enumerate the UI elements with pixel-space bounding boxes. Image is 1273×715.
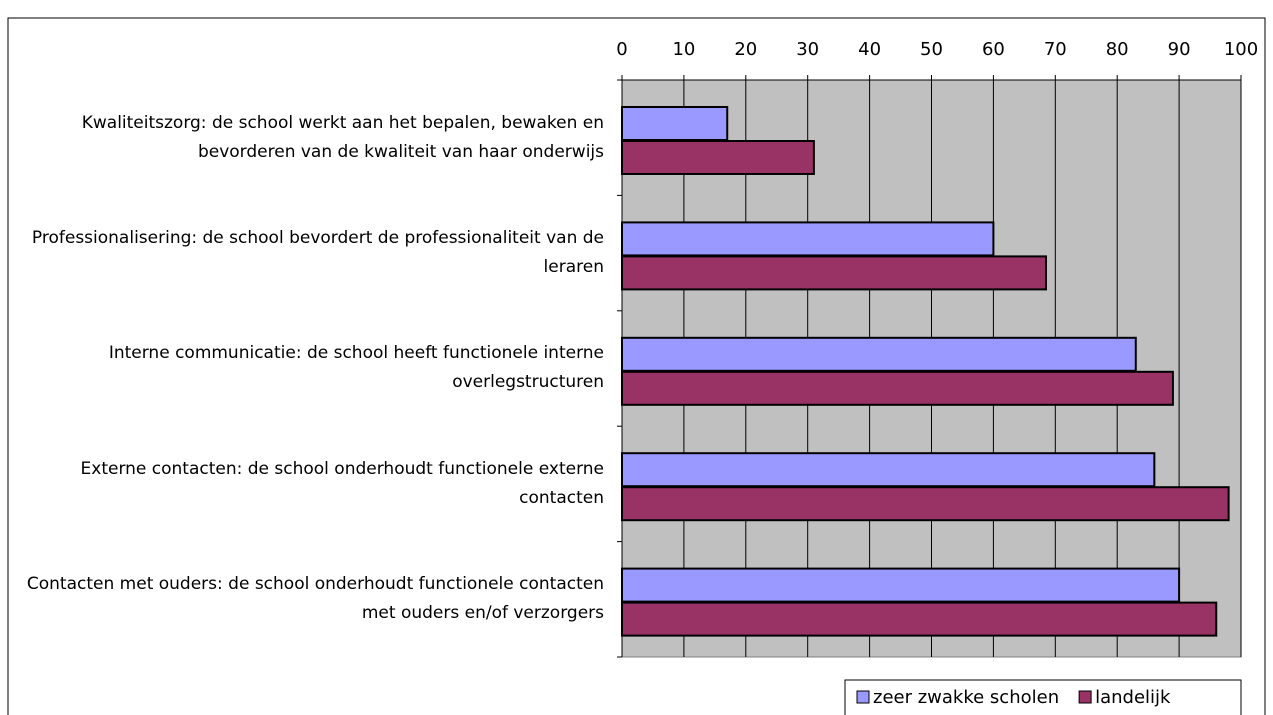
x-tick-label: 0 bbox=[616, 39, 627, 60]
x-tick-label: 80 bbox=[1106, 39, 1129, 60]
x-tick-label: 60 bbox=[982, 39, 1005, 60]
bar bbox=[621, 255, 1048, 291]
category-label: Interne communicatie: de school heeft fu… bbox=[108, 343, 604, 393]
x-tick-label: 90 bbox=[1168, 39, 1191, 60]
x-tick-label: 70 bbox=[1044, 39, 1067, 60]
legend-label: landelijk bbox=[1095, 687, 1171, 708]
bar bbox=[621, 452, 1156, 488]
bar bbox=[621, 221, 995, 257]
bar bbox=[621, 567, 1181, 603]
chart-border bbox=[7, 17, 1266, 715]
bar bbox=[621, 140, 815, 175]
bar bbox=[621, 336, 1137, 372]
x-tick-label: 50 bbox=[920, 39, 943, 60]
legend-box bbox=[844, 679, 1242, 715]
bar bbox=[621, 601, 1218, 637]
x-tick-label: 10 bbox=[672, 39, 695, 60]
x-tick-label: 40 bbox=[858, 39, 881, 60]
bar bbox=[621, 106, 729, 141]
x-tick-label: 20 bbox=[734, 39, 757, 60]
x-tick-label: 30 bbox=[796, 39, 819, 60]
category-label: Contacten met ouders: de school onderhou… bbox=[26, 574, 604, 624]
bar bbox=[621, 486, 1230, 522]
x-tick-label: 100 bbox=[1224, 39, 1258, 60]
legend-swatch bbox=[856, 690, 870, 704]
category-label: Professionalisering: de school bevordert… bbox=[31, 228, 604, 278]
bar bbox=[621, 370, 1174, 406]
legend-label: zeer zwakke scholen bbox=[873, 687, 1059, 708]
legend-swatch bbox=[1078, 690, 1092, 704]
category-label: Kwaliteitszorg: de school werkt aan het … bbox=[81, 112, 604, 162]
category-label: Externe contacten: de school onderhoudt … bbox=[80, 458, 604, 508]
